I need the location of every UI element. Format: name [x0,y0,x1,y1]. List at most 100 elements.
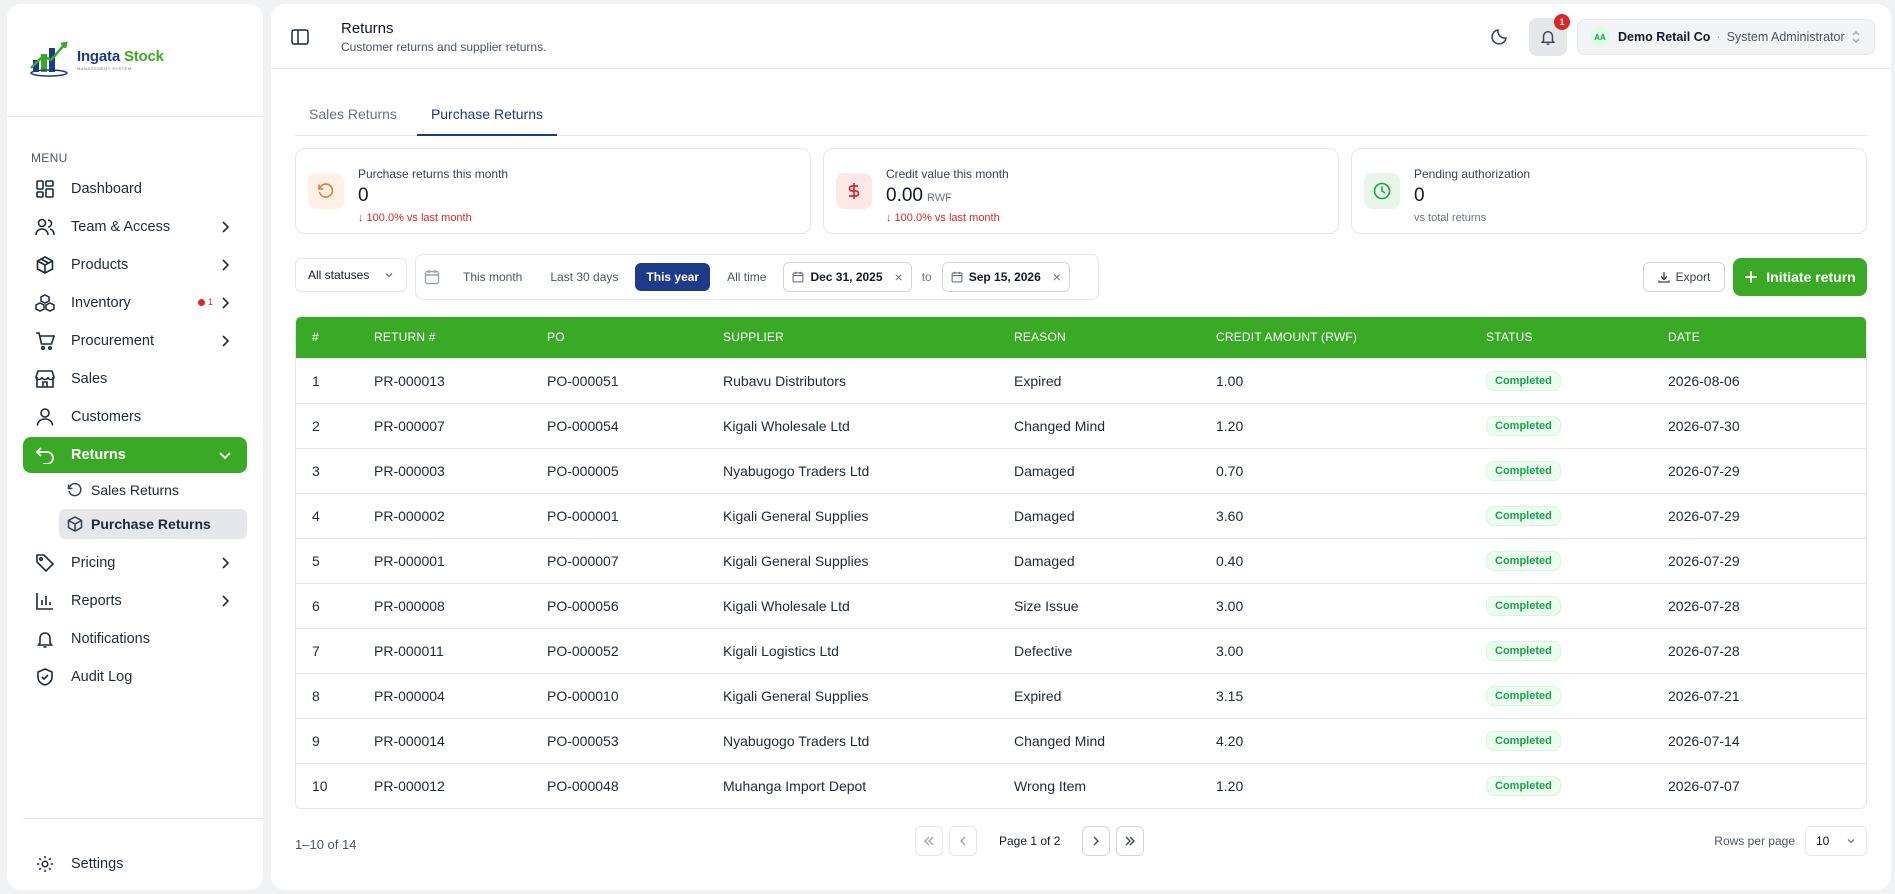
logo-text: Ingata Stock [77,47,164,65]
table-row[interactable]: 7 PR-000011 PO-000052 Kigali Logistics Ltd D… [296,627,1866,673]
sidebar-nav: Dashboard Team & Access Products Invento… [23,171,247,697]
sidebar-item-pricing[interactable]: Pricing [23,545,247,581]
pagination: Page 1 of 2 [915,826,1145,856]
cell-reason: Changed Mind [998,402,1200,448]
sidebar-toggle-icon[interactable] [291,28,309,46]
returns-subnav: Sales Returns Purchase Returns [59,475,247,539]
tab-purchase-returns[interactable]: Purchase Returns [416,90,557,136]
sidebar-divider [23,818,263,819]
clear-date-icon[interactable]: × [1052,269,1061,285]
subnav-item-sales-returns[interactable]: Sales Returns [59,475,247,505]
cell-supplier: Nyabugogo Traders Ltd [707,717,998,763]
status-badge: Completed [1486,460,1561,481]
cell-status: Completed [1470,492,1652,538]
table-row[interactable]: 4 PR-000002 PO-000001 Kigali General Suppli… [296,492,1866,538]
range-last-30-days[interactable]: Last 30 days [550,270,619,284]
sidebar-item-settings[interactable]: Settings [23,846,247,882]
cell-reason: Defective [998,627,1200,673]
cell-reason: Expired [998,672,1200,718]
cell-date: 2026-08-06 [1652,357,1866,403]
sidebar-item-inventory[interactable]: Inventory 1 [23,285,247,321]
cell-status: Completed [1470,762,1652,808]
table-row[interactable]: 9 PR-000014 PO-000053 Nyabugogo Traders Ltd… [296,717,1866,763]
subnav-item-purchase-returns[interactable]: Purchase Returns [59,509,247,539]
page-title: Returns [341,20,394,37]
cell-date: 2026-07-28 [1652,627,1866,673]
avatar: AA [1590,27,1610,47]
cell-po-number: PO-000005 [531,447,707,493]
table-row[interactable]: 5 PR-000001 PO-000007 Kigali General Suppli… [296,537,1866,583]
account-role: System Administrator [1726,30,1845,44]
sidebar-item-procurement[interactable]: Procurement [23,323,247,359]
cell-status: Completed [1470,537,1652,583]
account-switcher[interactable]: AA Demo Retail Co · System Administrator [1577,19,1875,55]
sidebar-item-reports[interactable]: Reports [23,583,247,619]
menu-label: MENU [31,151,68,165]
cell-po-number: PO-000054 [531,402,707,448]
tab-sales-returns[interactable]: Sales Returns [309,106,397,122]
sidebar-item-label: Customers [71,409,142,425]
chevron-right-icon [222,259,230,271]
chevron-down-icon [219,452,231,460]
table-row[interactable]: 1 PR-000013 PO-000051 Rubavu Distributors Ex… [296,357,1866,403]
plus-icon [1745,271,1758,283]
sidebar-item-audit-log[interactable]: Audit Log [23,659,247,695]
date-from-picker[interactable]: Dec 31, 2025 × [783,262,912,292]
table-footer: 1–10 of 14 Page 1 of 2 Rows per page 10 [295,826,1867,862]
cell-supplier: Nyabugogo Traders Ltd [707,447,998,493]
table-row[interactable]: 3 PR-000003 PO-000005 Nyabugogo Traders Ltd… [296,447,1866,493]
calendar-icon [793,271,804,283]
last-page-button[interactable] [1116,826,1145,856]
sidebar-item-label: Team & Access [71,219,171,235]
package-return-icon [67,516,83,532]
cell-reason: Wrong Item [998,762,1200,808]
cell-po-number: PO-000051 [531,357,707,403]
status-filter-select[interactable]: All statuses [295,258,407,292]
tag-icon [35,553,55,573]
cell-date: 2026-07-29 [1652,537,1866,583]
date-to-value: Sep 15, 2026 [968,270,1041,284]
sidebar-item-label: Notifications [71,631,150,647]
sidebar-item-customers[interactable]: Customers [23,399,247,435]
notifications-button[interactable]: 1 [1529,14,1570,56]
range-all-time[interactable]: All time [727,270,767,284]
table-row[interactable]: 8 PR-000004 PO-000010 Kigali General Suppli… [296,672,1866,718]
moon-icon[interactable] [1491,27,1509,45]
cell-credit-amount: 3.60 [1200,492,1470,538]
cell-return-number: PR-000014 [358,717,531,763]
chevron-down-icon [1847,839,1855,844]
table-row[interactable]: 6 PR-000008 PO-000056 Kigali Wholesale Ltd S… [296,582,1866,628]
sidebar-item-notifications[interactable]: Notifications [23,621,247,657]
sidebar-item-dashboard[interactable]: Dashboard [23,171,247,207]
sidebar-item-label: Sales [71,371,108,387]
clear-date-icon[interactable]: × [894,269,903,285]
chevron-left-icon [960,836,966,846]
table-row[interactable]: 10 PR-000012 PO-000048 Muhanga Import Depot… [296,762,1866,808]
sidebar-item-products[interactable]: Products [23,247,247,283]
cell-supplier: Kigali Wholesale Ltd [707,402,998,448]
sidebar-item-team-access[interactable]: Team & Access [23,209,247,245]
logo[interactable]: Ingata Stock MANAGEMENT SYSTEM [29,40,164,78]
sidebar-item-label: Audit Log [71,669,133,685]
initiate-return-button[interactable]: Initiate return [1733,258,1867,296]
export-button[interactable]: Export [1643,262,1725,292]
rows-per-page-label: Rows per page [1714,834,1795,848]
prev-page-button[interactable] [949,826,977,856]
range-this-year[interactable]: This year [635,263,711,291]
first-page-button[interactable] [915,826,943,856]
stat-delta: ↓ 100.0% vs last month [358,212,472,224]
sidebar-item-returns[interactable]: Returns [23,437,247,473]
cell-supplier: Kigali General Supplies [707,537,998,583]
table-row[interactable]: 2 PR-000007 PO-000054 Kigali Wholesale Ltd C… [296,402,1866,448]
cell-supplier: Kigali Logistics Ltd [707,627,998,673]
rows-per-page-select[interactable]: 10 [1805,826,1867,856]
range-this-month[interactable]: This month [463,270,523,284]
status-badge: Completed [1486,685,1561,706]
cell-date: 2026-07-28 [1652,582,1866,628]
cell-po-number: PO-000048 [531,762,707,808]
cell-credit-amount: 0.40 [1200,537,1470,583]
cell-supplier: Rubavu Distributors [707,357,998,403]
next-page-button[interactable] [1082,826,1111,856]
date-to-picker[interactable]: Sep 15, 2026 × [941,262,1070,292]
sidebar-item-sales[interactable]: Sales [23,361,247,397]
